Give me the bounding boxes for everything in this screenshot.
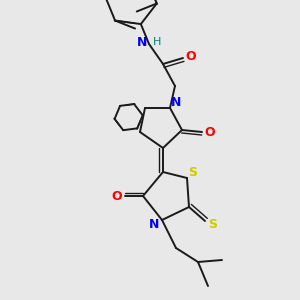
Text: N: N (171, 97, 181, 110)
Text: N: N (149, 218, 159, 232)
Text: H: H (153, 37, 161, 47)
Text: S: S (188, 166, 197, 178)
Text: O: O (205, 125, 215, 139)
Text: O: O (186, 50, 196, 62)
Text: S: S (208, 218, 217, 232)
Text: N: N (137, 35, 147, 49)
Text: O: O (112, 190, 122, 202)
